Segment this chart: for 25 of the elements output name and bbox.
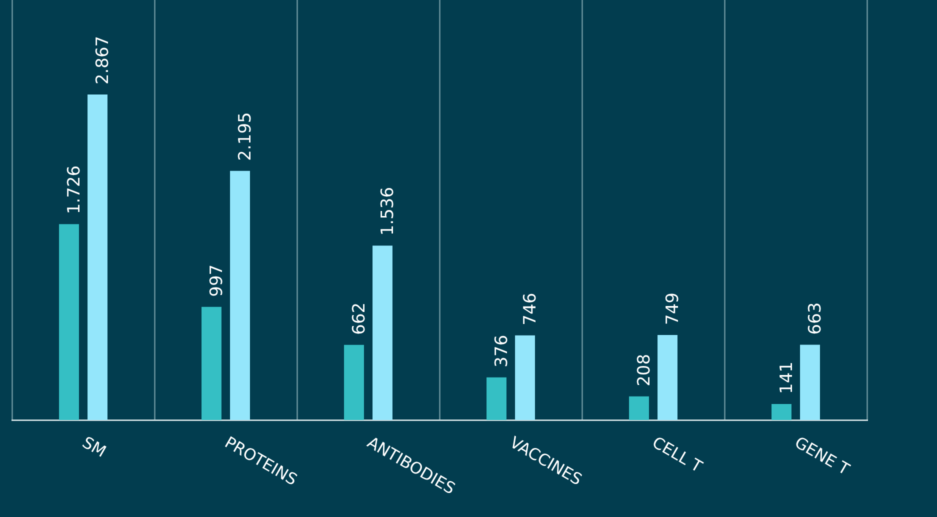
bar	[202, 306, 222, 420]
bar	[629, 396, 649, 420]
data-label: 662	[349, 302, 370, 335]
data-label: 1.536	[378, 186, 398, 236]
data-label: 746	[520, 292, 540, 326]
data-label: 376	[492, 334, 512, 368]
bar	[230, 170, 250, 420]
bar	[344, 344, 364, 420]
bar	[372, 246, 392, 420]
bar	[88, 94, 108, 420]
data-label: 2.867	[92, 36, 113, 85]
data-label: 1.726	[64, 165, 84, 214]
data-label: 2.195	[235, 112, 256, 161]
bar	[658, 334, 678, 420]
data-label: 663	[805, 302, 826, 335]
bar	[486, 377, 506, 420]
data-label: 997	[206, 264, 227, 297]
data-label: 208	[634, 354, 654, 386]
bar	[515, 335, 535, 420]
bar	[800, 344, 820, 420]
data-label: 749	[662, 292, 683, 325]
x-tick-label: SM	[79, 432, 110, 462]
bar	[59, 224, 79, 420]
data-label: 141	[776, 362, 797, 394]
bar	[772, 404, 792, 420]
